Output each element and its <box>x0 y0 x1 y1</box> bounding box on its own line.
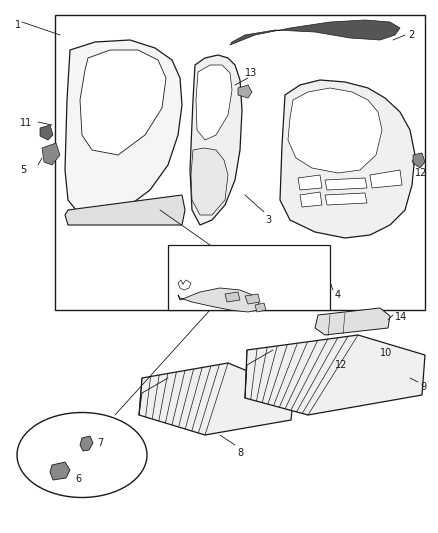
Polygon shape <box>139 363 293 435</box>
Text: 11: 11 <box>20 118 32 128</box>
Text: 8: 8 <box>237 448 243 458</box>
Polygon shape <box>225 292 240 302</box>
Polygon shape <box>287 88 381 173</box>
Polygon shape <box>244 335 424 415</box>
Polygon shape <box>42 143 60 165</box>
Text: 12: 12 <box>334 360 346 370</box>
Polygon shape <box>299 192 321 207</box>
Polygon shape <box>80 436 93 451</box>
Polygon shape <box>237 85 251 98</box>
Text: 2: 2 <box>407 30 413 40</box>
Polygon shape <box>324 178 366 190</box>
Polygon shape <box>230 20 399 45</box>
Text: 13: 13 <box>244 68 257 78</box>
Bar <box>55 15 424 310</box>
Polygon shape <box>254 303 265 312</box>
Circle shape <box>336 127 372 163</box>
Polygon shape <box>177 288 259 312</box>
Polygon shape <box>190 55 241 225</box>
Text: 12: 12 <box>414 168 427 178</box>
Polygon shape <box>40 125 53 140</box>
Polygon shape <box>314 308 389 335</box>
Polygon shape <box>324 193 366 205</box>
Polygon shape <box>80 50 166 155</box>
Polygon shape <box>355 342 377 360</box>
Text: 10: 10 <box>379 348 392 358</box>
Polygon shape <box>65 195 184 225</box>
Text: 1: 1 <box>15 20 21 30</box>
Text: 3: 3 <box>265 215 271 225</box>
Polygon shape <box>297 175 321 190</box>
Polygon shape <box>191 148 227 215</box>
Polygon shape <box>65 40 182 215</box>
Text: 4: 4 <box>334 290 340 300</box>
Polygon shape <box>335 343 346 358</box>
Text: 6: 6 <box>75 474 81 484</box>
Text: 9: 9 <box>419 382 425 392</box>
Text: 5: 5 <box>20 165 26 175</box>
Text: 7: 7 <box>97 438 103 448</box>
Bar <box>168 245 329 310</box>
Polygon shape <box>50 462 70 480</box>
Ellipse shape <box>17 413 147 497</box>
Polygon shape <box>244 294 259 304</box>
Polygon shape <box>369 170 401 188</box>
Polygon shape <box>195 65 231 140</box>
Polygon shape <box>412 153 424 168</box>
Polygon shape <box>279 80 414 238</box>
Text: 14: 14 <box>394 312 406 322</box>
